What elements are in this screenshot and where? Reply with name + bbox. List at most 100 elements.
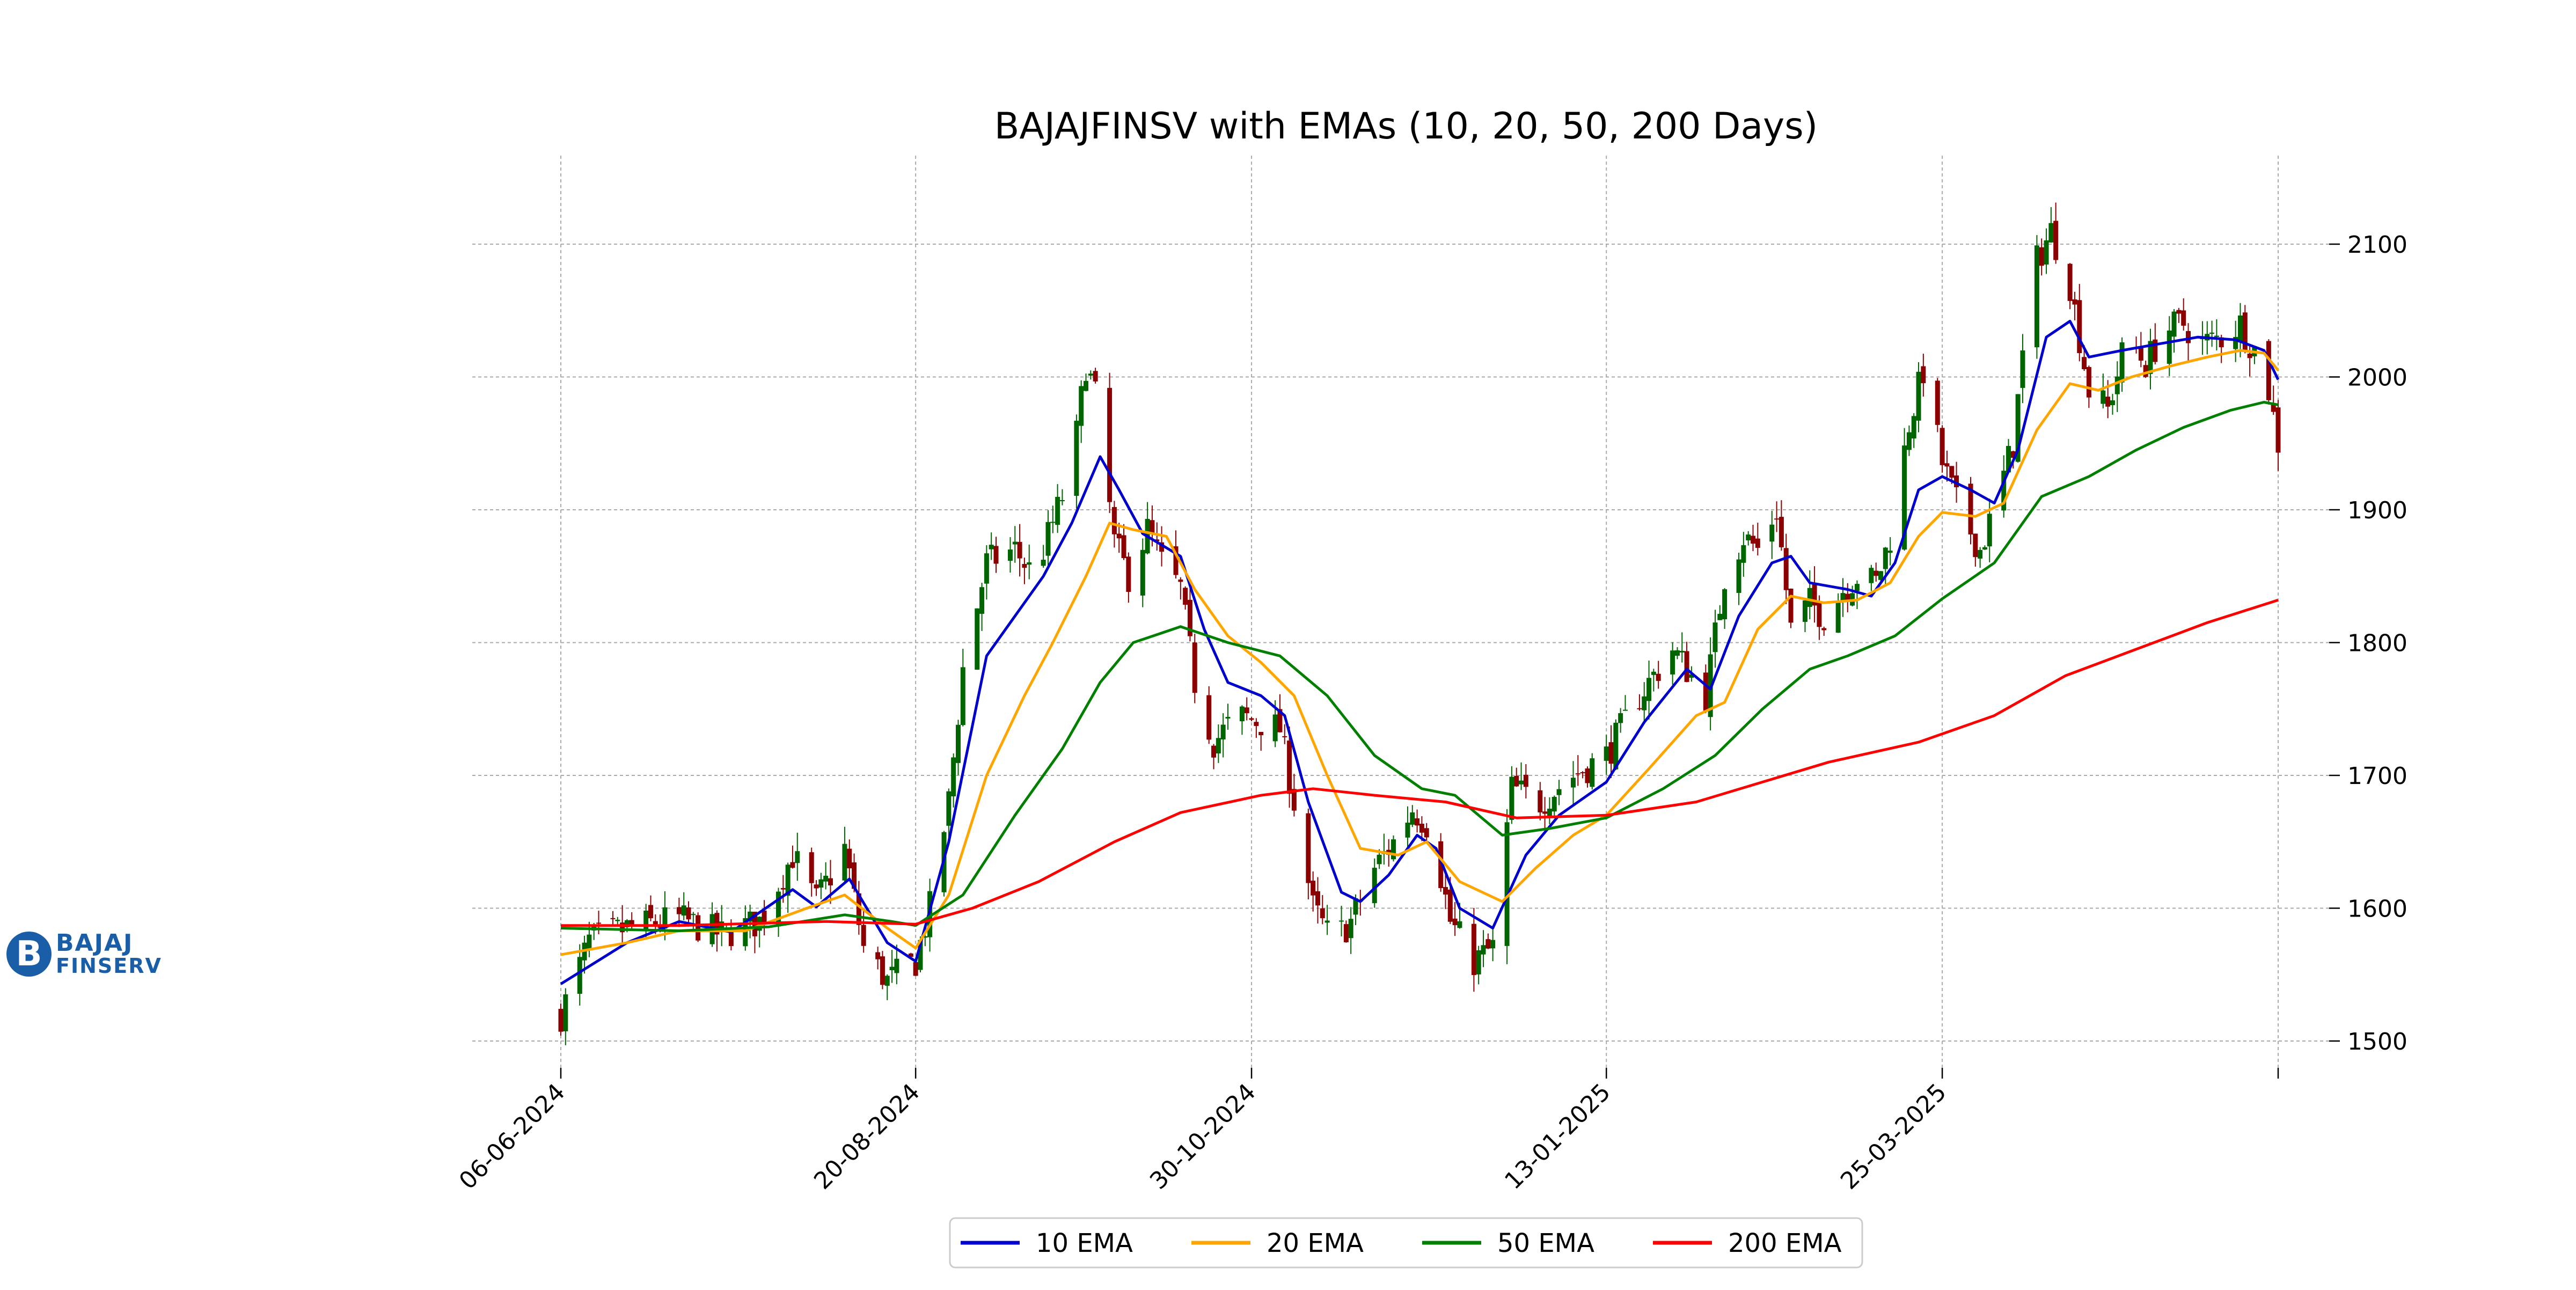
candle-body bbox=[1845, 593, 1850, 601]
candle-body bbox=[1509, 776, 1514, 820]
candle-body bbox=[686, 907, 691, 920]
candle-body bbox=[2181, 310, 2186, 326]
candle-body bbox=[1377, 854, 1382, 864]
candle-body bbox=[1538, 790, 1543, 812]
candle-body bbox=[1159, 542, 1165, 552]
candle-body bbox=[1580, 772, 1585, 773]
legend-item: 20 EMA bbox=[1191, 1228, 1364, 1258]
candle-body bbox=[809, 852, 814, 883]
candle-body bbox=[2039, 247, 2044, 266]
candle-body bbox=[2219, 337, 2224, 348]
candle-body bbox=[2053, 221, 2059, 260]
candle-body bbox=[1504, 822, 1510, 946]
legend-label: 200 EMA bbox=[1728, 1228, 1842, 1258]
candle-body bbox=[1637, 708, 1642, 709]
candle-body bbox=[2138, 347, 2143, 361]
candle-body bbox=[1916, 371, 1921, 421]
candle-body bbox=[913, 962, 918, 976]
candle-body bbox=[1140, 549, 1145, 596]
candle-body bbox=[795, 851, 800, 863]
candle-body bbox=[1372, 868, 1377, 904]
candle-body bbox=[1802, 600, 1807, 622]
candle-body bbox=[1410, 812, 1415, 825]
candle-body bbox=[2072, 299, 2077, 305]
candle-body bbox=[1944, 463, 1950, 467]
candle-body bbox=[979, 587, 985, 614]
candle-body bbox=[1746, 534, 1751, 540]
candle-body bbox=[1542, 811, 1548, 814]
candle-body bbox=[728, 930, 734, 947]
candle-body bbox=[1514, 775, 1519, 787]
candle-body bbox=[648, 905, 653, 919]
legend-label: 10 EMA bbox=[1036, 1228, 1133, 1258]
candle-body bbox=[1807, 588, 1812, 607]
candle-body bbox=[2010, 451, 2016, 458]
candle-body bbox=[1277, 709, 1283, 732]
candle-body bbox=[1575, 773, 1580, 775]
candle-body bbox=[1622, 709, 1628, 711]
candle-body bbox=[743, 918, 748, 947]
candle-body bbox=[1481, 945, 1486, 955]
x-tick-label: 13-01-2025 bbox=[1499, 1079, 1616, 1195]
y-tick-label: 1700 bbox=[2347, 763, 2407, 790]
candle-body bbox=[2233, 336, 2238, 349]
candle-body bbox=[1107, 387, 1113, 502]
ema-layer bbox=[560, 320, 2280, 985]
candle-body bbox=[918, 940, 923, 970]
candle-body bbox=[1552, 797, 1557, 812]
candle-body bbox=[1419, 824, 1424, 833]
candle-body bbox=[1783, 548, 1789, 590]
candle-body bbox=[643, 911, 649, 932]
candle-body bbox=[2209, 332, 2215, 334]
candle-body bbox=[1608, 742, 1614, 764]
candle-body bbox=[880, 956, 885, 985]
candle-body bbox=[1206, 695, 1212, 740]
candle-body bbox=[1041, 560, 1046, 566]
candle-body bbox=[653, 921, 658, 927]
candle-body bbox=[1471, 923, 1476, 976]
candle-body bbox=[762, 910, 767, 923]
candle-body bbox=[1126, 556, 1131, 592]
candle-body bbox=[955, 724, 961, 763]
candle-body bbox=[1216, 738, 1221, 754]
y-tick-label: 1500 bbox=[2347, 1028, 2407, 1056]
candle-body bbox=[1556, 789, 1562, 795]
candle-body bbox=[984, 553, 989, 584]
candle-body bbox=[1220, 724, 1226, 740]
ema-line-200-ema bbox=[561, 598, 2279, 927]
candle-body bbox=[2167, 330, 2172, 364]
candle-body bbox=[2114, 376, 2120, 394]
candle-body bbox=[1679, 650, 1685, 653]
candle-body bbox=[1258, 731, 1264, 736]
y-tick-label: 1800 bbox=[2347, 630, 2407, 657]
candle-body bbox=[1154, 539, 1160, 541]
candle-body bbox=[1339, 920, 1344, 922]
candle-body bbox=[823, 876, 829, 882]
candle-body bbox=[1178, 580, 1183, 582]
legend-item: 50 EMA bbox=[1422, 1228, 1594, 1258]
candle-body bbox=[776, 891, 781, 927]
candle-body bbox=[1674, 650, 1680, 656]
candle-body bbox=[1703, 672, 1708, 711]
candle-body bbox=[1443, 887, 1448, 895]
candle-body bbox=[624, 920, 630, 927]
candle-body bbox=[1656, 673, 1661, 681]
candle-body bbox=[2214, 335, 2219, 337]
candle-body bbox=[1315, 891, 1320, 906]
logo-badge-icon: B bbox=[6, 932, 52, 977]
candle-body bbox=[1585, 768, 1590, 783]
candle-body bbox=[1093, 371, 1098, 382]
candle-body bbox=[676, 907, 682, 914]
candle-body bbox=[2266, 341, 2271, 400]
candle-body bbox=[1457, 921, 1462, 928]
candle-body bbox=[1225, 717, 1231, 719]
candle-body bbox=[1642, 696, 1647, 710]
candle-body bbox=[1272, 714, 1278, 742]
candle-body bbox=[2048, 223, 2054, 243]
candle-body bbox=[847, 848, 852, 869]
candle-body bbox=[1424, 828, 1429, 838]
candle-body bbox=[1883, 547, 1888, 569]
candle-body bbox=[828, 878, 833, 886]
y-tick-label: 1900 bbox=[2347, 497, 2407, 524]
